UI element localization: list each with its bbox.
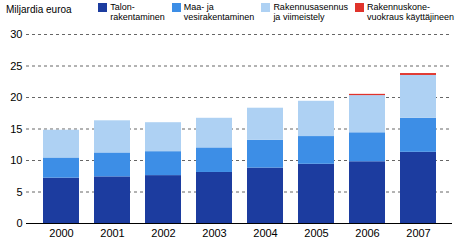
html-text:Maa- ja vesirakentaminen: Maa- ja vesirakentaminen bbox=[183, 2, 255, 22]
html-text:Rakennuskone- vuokraus käyttäj: Rakennuskone- vuokraus käyttäjineen bbox=[366, 2, 454, 22]
svg-text:2002: 2002 bbox=[151, 227, 175, 239]
svg-text:2000: 2000 bbox=[49, 227, 73, 239]
svg-text:2006: 2006 bbox=[355, 227, 379, 239]
html-text:Miljardia euroa: Miljardia euroa bbox=[6, 4, 72, 15]
svg-text:2001: 2001 bbox=[100, 227, 124, 239]
html-text:Talon- rakentaminen: Talon- rakentaminen bbox=[110, 2, 165, 22]
svg-text:15: 15 bbox=[10, 123, 22, 135]
svg-text:2004: 2004 bbox=[253, 227, 277, 239]
svg-text:2003: 2003 bbox=[202, 227, 226, 239]
svg-text:2007: 2007 bbox=[406, 227, 430, 239]
html-text:Rakennusasennus ja viimeistely: Rakennusasennus ja viimeistely bbox=[273, 2, 348, 22]
svg-text:25: 25 bbox=[10, 60, 22, 72]
svg-text:5: 5 bbox=[16, 186, 22, 198]
svg-text:2005: 2005 bbox=[304, 227, 328, 239]
svg-text:20: 20 bbox=[10, 91, 22, 103]
svg-text:0: 0 bbox=[16, 217, 22, 229]
svg-text:30: 30 bbox=[10, 28, 22, 40]
svg-text:10: 10 bbox=[10, 154, 22, 166]
